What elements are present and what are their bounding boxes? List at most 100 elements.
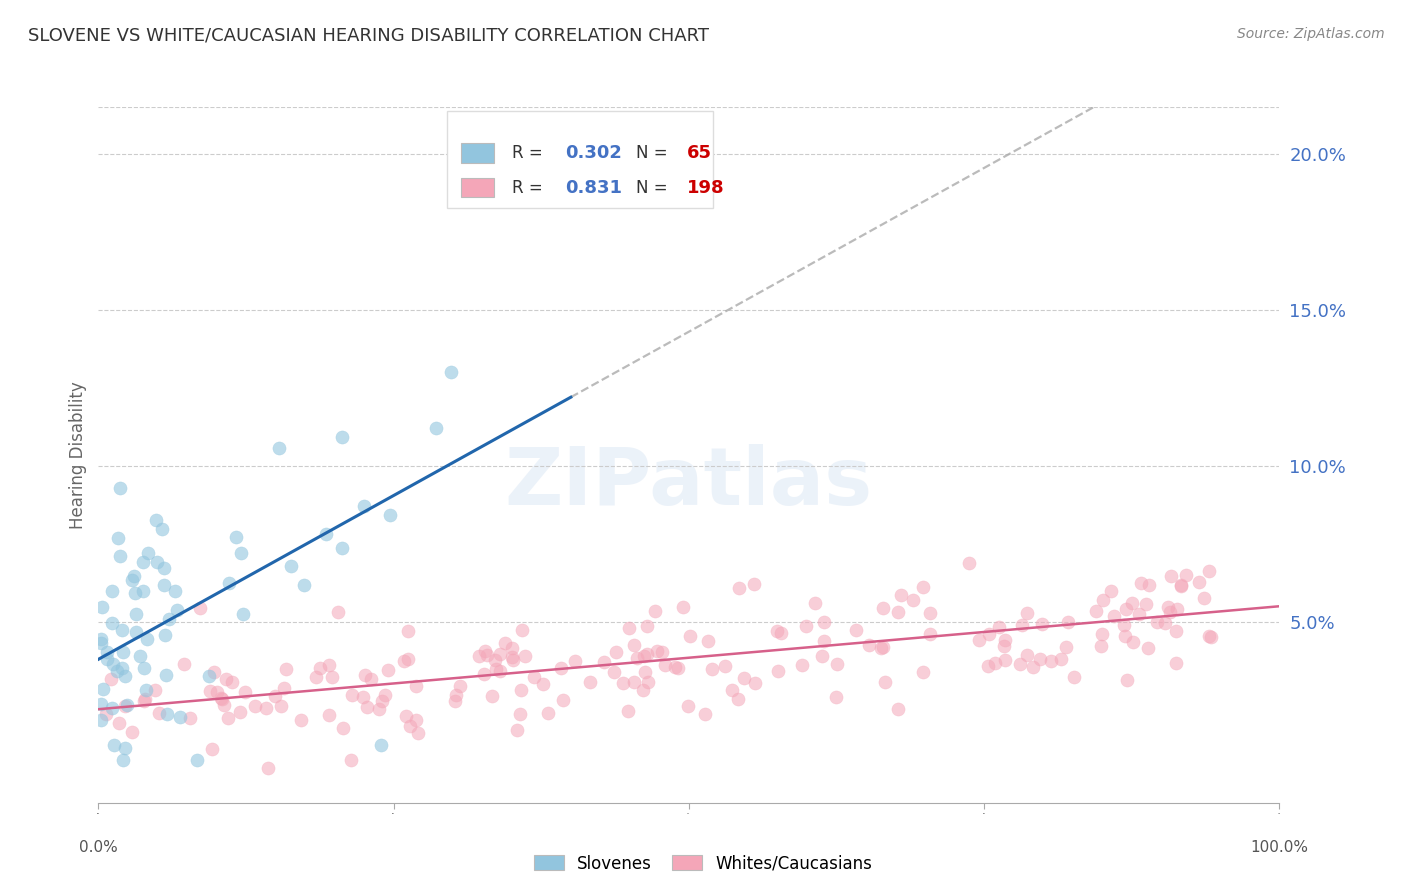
Whites/Caucasians [481, 689, 503, 703]
Whites/Caucasians [887, 605, 910, 619]
Whites/Caucasians [1135, 598, 1157, 612]
Slovenes [110, 481, 132, 495]
Text: SLOVENE VS WHITE/CAUCASIAN HEARING DISABILITY CORRELATION CHART: SLOVENE VS WHITE/CAUCASIAN HEARING DISAB… [28, 27, 709, 45]
Whites/Caucasians [647, 644, 669, 658]
Slovenes [101, 657, 124, 671]
Y-axis label: Hearing Disability: Hearing Disability [69, 381, 87, 529]
Whites/Caucasians [911, 665, 934, 680]
Whites/Caucasians [396, 652, 419, 666]
Slovenes [90, 632, 112, 647]
Whites/Caucasians [472, 666, 495, 681]
Whites/Caucasians [901, 592, 924, 607]
Whites/Caucasians [1054, 640, 1077, 654]
Whites/Caucasians [1056, 615, 1078, 629]
Whites/Caucasians [377, 663, 399, 677]
Slovenes [166, 602, 188, 616]
Whites/Caucasians [305, 670, 328, 684]
Slovenes [186, 753, 208, 767]
Whites/Caucasians [637, 674, 659, 689]
Whites/Caucasians [977, 627, 1000, 641]
Whites/Caucasians [1029, 652, 1052, 666]
Whites/Caucasians [449, 679, 471, 693]
Whites/Caucasians [340, 688, 363, 702]
Slovenes [330, 430, 353, 444]
Whites/Caucasians [666, 661, 689, 675]
Slovenes [439, 365, 461, 379]
Whites/Caucasians [1166, 657, 1188, 671]
Whites/Caucasians [994, 652, 1017, 666]
Whites/Caucasians [1188, 574, 1211, 589]
Slovenes [135, 683, 157, 698]
Whites/Caucasians [405, 713, 427, 727]
Slovenes [111, 623, 134, 637]
Slovenes [330, 541, 353, 556]
Whites/Caucasians [215, 673, 238, 687]
Whites/Caucasians [633, 648, 655, 663]
Whites/Caucasians [506, 723, 529, 737]
Whites/Caucasians [1159, 605, 1181, 619]
Whites/Caucasians [1129, 576, 1152, 591]
Whites/Caucasians [605, 645, 627, 659]
Whites/Caucasians [1015, 648, 1038, 662]
Slovenes [145, 555, 167, 569]
Slovenes [231, 546, 253, 560]
Whites/Caucasians [202, 665, 225, 680]
Whites/Caucasians [94, 706, 117, 721]
Whites/Caucasians [873, 674, 896, 689]
Whites/Caucasians [872, 601, 894, 615]
Whites/Caucasians [360, 672, 382, 686]
Whites/Caucasians [1146, 615, 1168, 629]
Whites/Caucasians [1160, 569, 1182, 583]
Slovenes [103, 738, 125, 752]
FancyBboxPatch shape [461, 144, 494, 162]
Whites/Caucasians [672, 600, 695, 615]
Whites/Caucasians [984, 656, 1007, 670]
Whites/Caucasians [1091, 627, 1114, 641]
Slovenes [125, 624, 148, 639]
Whites/Caucasians [467, 648, 489, 663]
Slovenes [135, 632, 157, 647]
Slovenes [101, 615, 124, 630]
Whites/Caucasians [813, 634, 835, 648]
Slovenes [292, 578, 315, 592]
Slovenes [101, 584, 124, 599]
Whites/Caucasians [475, 648, 498, 663]
Whites/Caucasians [444, 688, 467, 702]
Whites/Caucasians [768, 664, 790, 678]
Whites/Caucasians [664, 660, 686, 674]
Whites/Caucasians [617, 704, 640, 718]
Whites/Caucasians [515, 648, 537, 663]
Whites/Caucasians [728, 582, 751, 596]
Whites/Caucasians [623, 639, 645, 653]
FancyBboxPatch shape [447, 111, 713, 208]
Whites/Caucasians [813, 615, 835, 629]
Slovenes [108, 549, 131, 563]
Whites/Caucasians [651, 645, 673, 659]
Whites/Caucasians [654, 658, 676, 673]
Whites/Caucasians [1115, 601, 1137, 615]
Slovenes [380, 508, 402, 523]
Slovenes [132, 661, 155, 675]
Whites/Caucasians [844, 623, 866, 637]
Whites/Caucasians [489, 647, 512, 661]
Slovenes [425, 421, 447, 435]
Text: 198: 198 [686, 178, 724, 197]
Whites/Caucasians [134, 694, 156, 708]
Whites/Caucasians [714, 659, 737, 673]
Whites/Caucasians [1156, 599, 1178, 614]
Whites/Caucasians [1198, 564, 1220, 578]
Whites/Caucasians [1102, 609, 1125, 624]
Whites/Caucasians [617, 621, 640, 635]
Slovenes [353, 499, 375, 513]
Whites/Caucasians [742, 576, 765, 591]
Slovenes [107, 532, 129, 546]
Whites/Caucasians [510, 682, 533, 697]
Whites/Caucasians [209, 690, 232, 705]
Whites/Caucasians [356, 699, 378, 714]
Whites/Caucasians [1136, 640, 1159, 655]
Whites/Caucasians [114, 699, 136, 714]
Text: R =: R = [512, 178, 548, 197]
Whites/Caucasians [290, 713, 312, 727]
Whites/Caucasians [1170, 578, 1192, 592]
Whites/Caucasians [443, 694, 465, 708]
